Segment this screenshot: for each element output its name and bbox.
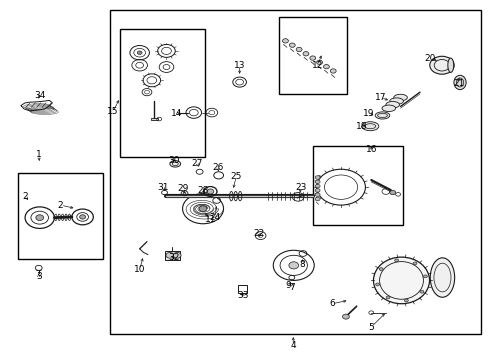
Ellipse shape	[361, 122, 378, 131]
Circle shape	[429, 56, 453, 74]
Text: 8: 8	[299, 260, 305, 269]
Circle shape	[330, 69, 335, 73]
Circle shape	[323, 64, 329, 69]
Circle shape	[296, 47, 302, 51]
Text: 5: 5	[367, 323, 373, 332]
Circle shape	[315, 176, 320, 179]
Ellipse shape	[169, 161, 180, 167]
Circle shape	[316, 60, 322, 64]
Circle shape	[342, 314, 348, 319]
Circle shape	[315, 180, 320, 184]
Text: 20: 20	[423, 54, 435, 63]
Text: 32: 32	[168, 253, 180, 262]
Bar	[278, 17, 346, 94]
Text: 22: 22	[253, 229, 264, 238]
Bar	[110, 10, 480, 334]
Circle shape	[199, 206, 206, 212]
Circle shape	[315, 189, 320, 192]
Circle shape	[375, 283, 379, 286]
Text: 16: 16	[365, 145, 376, 154]
Circle shape	[386, 296, 389, 299]
Circle shape	[315, 197, 320, 201]
Bar	[151, 118, 158, 121]
Text: 19: 19	[363, 109, 374, 118]
Text: 27: 27	[191, 159, 203, 168]
Circle shape	[36, 215, 43, 221]
Ellipse shape	[447, 58, 453, 72]
Circle shape	[289, 43, 295, 47]
Text: 3: 3	[36, 272, 41, 281]
Circle shape	[389, 190, 395, 195]
Bar	[120, 30, 205, 157]
Text: 4: 4	[290, 341, 295, 350]
Circle shape	[165, 252, 173, 258]
Circle shape	[288, 262, 298, 269]
Text: 34: 34	[34, 91, 45, 100]
Circle shape	[423, 275, 427, 278]
Text: 26: 26	[212, 163, 223, 172]
Text: 30: 30	[168, 156, 180, 165]
Text: 31: 31	[157, 183, 168, 192]
Circle shape	[315, 193, 320, 197]
Text: 9: 9	[285, 281, 291, 290]
Ellipse shape	[453, 75, 465, 90]
Circle shape	[206, 189, 213, 194]
Circle shape	[412, 262, 416, 265]
Ellipse shape	[429, 258, 454, 297]
Text: 23: 23	[294, 183, 305, 192]
Text: 7: 7	[289, 283, 295, 292]
Circle shape	[137, 51, 142, 54]
Circle shape	[282, 39, 288, 43]
Text: 2: 2	[22, 192, 28, 201]
Text: 25: 25	[230, 172, 242, 181]
Ellipse shape	[374, 112, 389, 119]
Circle shape	[80, 215, 85, 219]
Ellipse shape	[381, 105, 395, 112]
Text: 18: 18	[355, 122, 366, 131]
Text: 15: 15	[107, 107, 119, 116]
Text: 2: 2	[58, 201, 63, 210]
Ellipse shape	[389, 98, 403, 104]
Circle shape	[379, 268, 383, 271]
Text: 10: 10	[134, 265, 145, 274]
Circle shape	[173, 252, 181, 258]
Circle shape	[315, 184, 320, 188]
Ellipse shape	[385, 102, 399, 108]
Text: 14: 14	[170, 109, 182, 118]
Circle shape	[404, 299, 407, 302]
Text: 13: 13	[233, 61, 245, 70]
Bar	[312, 146, 402, 225]
Circle shape	[303, 51, 308, 56]
Text: 12: 12	[311, 61, 323, 70]
Text: 21: 21	[452, 79, 464, 88]
Text: 28: 28	[198, 186, 209, 195]
Bar	[18, 173, 103, 259]
Bar	[238, 285, 246, 293]
Text: 11: 11	[204, 215, 216, 224]
Circle shape	[419, 290, 423, 293]
Text: 33: 33	[237, 291, 248, 300]
Text: 6: 6	[329, 299, 334, 308]
Circle shape	[183, 192, 185, 194]
Bar	[164, 251, 179, 260]
Text: 17: 17	[374, 93, 386, 102]
Ellipse shape	[373, 257, 428, 304]
Text: 1: 1	[36, 150, 41, 159]
Circle shape	[309, 56, 315, 60]
Ellipse shape	[393, 94, 407, 101]
Text: 24: 24	[209, 213, 221, 222]
Circle shape	[394, 259, 398, 262]
Text: 29: 29	[177, 184, 188, 193]
